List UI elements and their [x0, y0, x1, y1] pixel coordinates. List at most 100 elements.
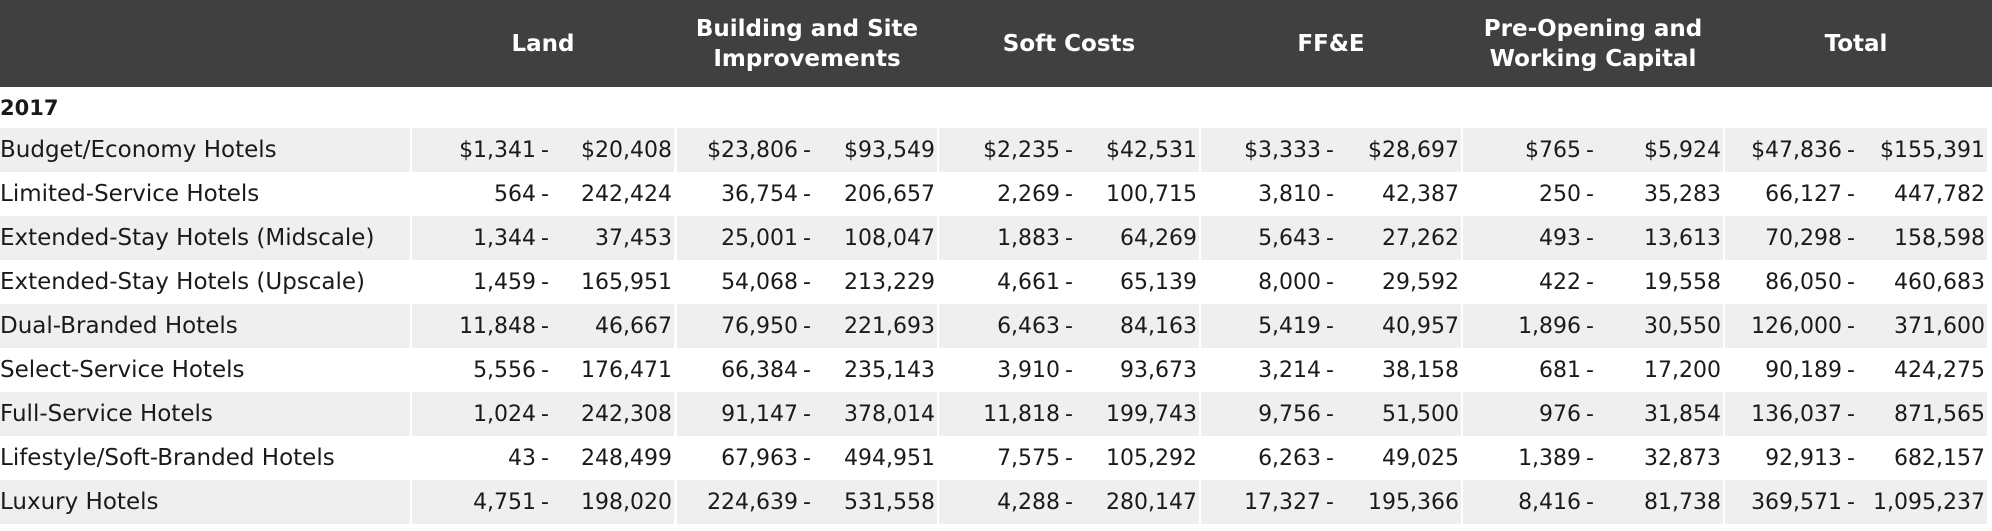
range-high-cell: 30,550 — [1644, 313, 1721, 339]
range-high-cell: 17,200 — [1644, 357, 1721, 383]
range-low-cell: $2,235- — [939, 128, 1073, 172]
range-dash: - — [1847, 269, 1855, 295]
range-low-cell: 66,127- — [1725, 172, 1855, 216]
range-low-cell: 86,050- — [1725, 260, 1855, 304]
range-low-value: 11,848 — [459, 313, 537, 339]
range-low-cell: 1,459- — [412, 260, 549, 304]
range-low-cell: 25,001- — [677, 216, 811, 260]
range-high-cell: 198,020 — [581, 489, 672, 515]
range-dash: - — [541, 137, 549, 163]
range-dash: - — [1847, 181, 1855, 207]
range-dash: - — [541, 269, 549, 295]
range-low-cell: 564- — [412, 172, 549, 216]
range-low-value: 91,147 — [721, 401, 799, 427]
range-low-cell: 3,810- — [1201, 172, 1334, 216]
range-high-cell: 176,471 — [581, 357, 672, 383]
range-dash: - — [541, 181, 549, 207]
range-low-cell: 4,288- — [939, 480, 1073, 524]
range-low-value: 2,269 — [997, 181, 1061, 207]
table-row: Lifestyle/Soft-Branded Hotels 43-248,499 6… — [0, 436, 1992, 480]
range-low-cell: 4,751- — [412, 480, 549, 524]
range-high-cell: 158,598 — [1894, 225, 1985, 251]
range-high-cell: 195,366 — [1368, 489, 1459, 515]
range-high-cell: 105,292 — [1106, 445, 1197, 471]
row-label: Luxury Hotels — [0, 489, 159, 515]
range-high-cell: 38,158 — [1382, 357, 1459, 383]
range-high-cell: 27,262 — [1382, 225, 1459, 251]
range-dash: - — [1586, 357, 1594, 383]
range-high-cell: 1,095,237 — [1873, 489, 1985, 515]
range-dash: - — [541, 225, 549, 251]
range-dash: - — [1586, 313, 1594, 339]
range-low-value: 422 — [1539, 269, 1582, 295]
range-high-cell: $155,391 — [1880, 137, 1985, 163]
range-high-cell: 35,283 — [1644, 181, 1721, 207]
range-high-cell: 40,957 — [1382, 313, 1459, 339]
range-high-cell: $28,697 — [1368, 137, 1459, 163]
range-low-value: 25,001 — [721, 225, 799, 251]
range-low-value: 136,037 — [1751, 401, 1843, 427]
range-low-cell: 1,883- — [939, 216, 1073, 260]
range-low-cell: $3,333- — [1201, 128, 1334, 172]
range-low-value: 1,896 — [1518, 313, 1582, 339]
range-high-cell: 494,951 — [844, 445, 935, 471]
range-high-cell: 206,657 — [844, 181, 935, 207]
range-low-value: 86,050 — [1765, 269, 1843, 295]
range-dash: - — [803, 401, 811, 427]
range-dash: - — [1847, 225, 1855, 251]
range-dash: - — [1847, 489, 1855, 515]
range-dash: - — [803, 445, 811, 471]
range-low-cell: 36,754- — [677, 172, 811, 216]
row-label: Dual-Branded Hotels — [0, 313, 238, 339]
range-low-cell: 6,263- — [1201, 436, 1334, 480]
range-dash: - — [1326, 225, 1334, 251]
table-row: Full-Service Hotels 1,024-242,308 91,147-3… — [0, 392, 1992, 436]
table-row: Budget/Economy Hotels $1,341- $20,408 $23,8… — [0, 128, 1992, 172]
range-dash: - — [1586, 269, 1594, 295]
range-high-cell: 100,715 — [1106, 181, 1197, 207]
range-dash: - — [1065, 181, 1073, 207]
range-low-cell: $1,341- — [412, 128, 549, 172]
column-header-pre-opening: Pre-Opening and Working Capital — [1483, 15, 1703, 72]
range-dash: - — [803, 313, 811, 339]
range-low-cell: 2,269- — [939, 172, 1073, 216]
range-dash: - — [1065, 313, 1073, 339]
range-high-cell: 19,558 — [1644, 269, 1721, 295]
range-low-value: 11,818 — [983, 401, 1061, 427]
range-dash: - — [1065, 489, 1073, 515]
range-low-cell: 1,389- — [1463, 436, 1594, 480]
range-dash: - — [541, 313, 549, 339]
row-label: Limited-Service Hotels — [0, 181, 260, 207]
range-dash: - — [541, 401, 549, 427]
range-high-cell: 213,229 — [844, 269, 935, 295]
range-high-cell: 64,269 — [1120, 225, 1197, 251]
range-low-cell: 136,037- — [1725, 392, 1855, 436]
range-low-cell: 54,068- — [677, 260, 811, 304]
range-low-value: 70,298 — [1765, 225, 1843, 251]
range-low-value: 17,327 — [1244, 489, 1322, 515]
range-low-cell: 43- — [412, 436, 549, 480]
range-low-value: $1,341 — [459, 137, 537, 163]
range-dash: - — [1065, 401, 1073, 427]
range-dash: - — [1586, 137, 1594, 163]
range-low-value: $2,235 — [983, 137, 1061, 163]
range-low-cell: 7,575- — [939, 436, 1073, 480]
range-low-value: 90,189 — [1765, 357, 1843, 383]
range-low-cell: 976- — [1463, 392, 1594, 436]
range-high-cell: 165,951 — [581, 269, 672, 295]
table-row: Select-Service Hotels 5,556-176,471 66,384… — [0, 348, 1992, 392]
range-high-cell: $42,531 — [1106, 137, 1197, 163]
range-low-value: 976 — [1539, 401, 1582, 427]
range-dash: - — [803, 357, 811, 383]
column-header-ffe: FF&E — [1297, 30, 1365, 57]
range-low-value: 3,910 — [997, 357, 1061, 383]
range-dash: - — [803, 269, 811, 295]
range-low-value: 8,416 — [1518, 489, 1582, 515]
range-low-value: 5,643 — [1258, 225, 1322, 251]
range-high-cell: 248,499 — [581, 445, 672, 471]
range-low-value: 5,419 — [1258, 313, 1322, 339]
range-dash: - — [1586, 445, 1594, 471]
range-high-cell: 871,565 — [1894, 401, 1985, 427]
range-high-cell: 108,047 — [844, 225, 935, 251]
range-high-cell: 51,500 — [1382, 401, 1459, 427]
